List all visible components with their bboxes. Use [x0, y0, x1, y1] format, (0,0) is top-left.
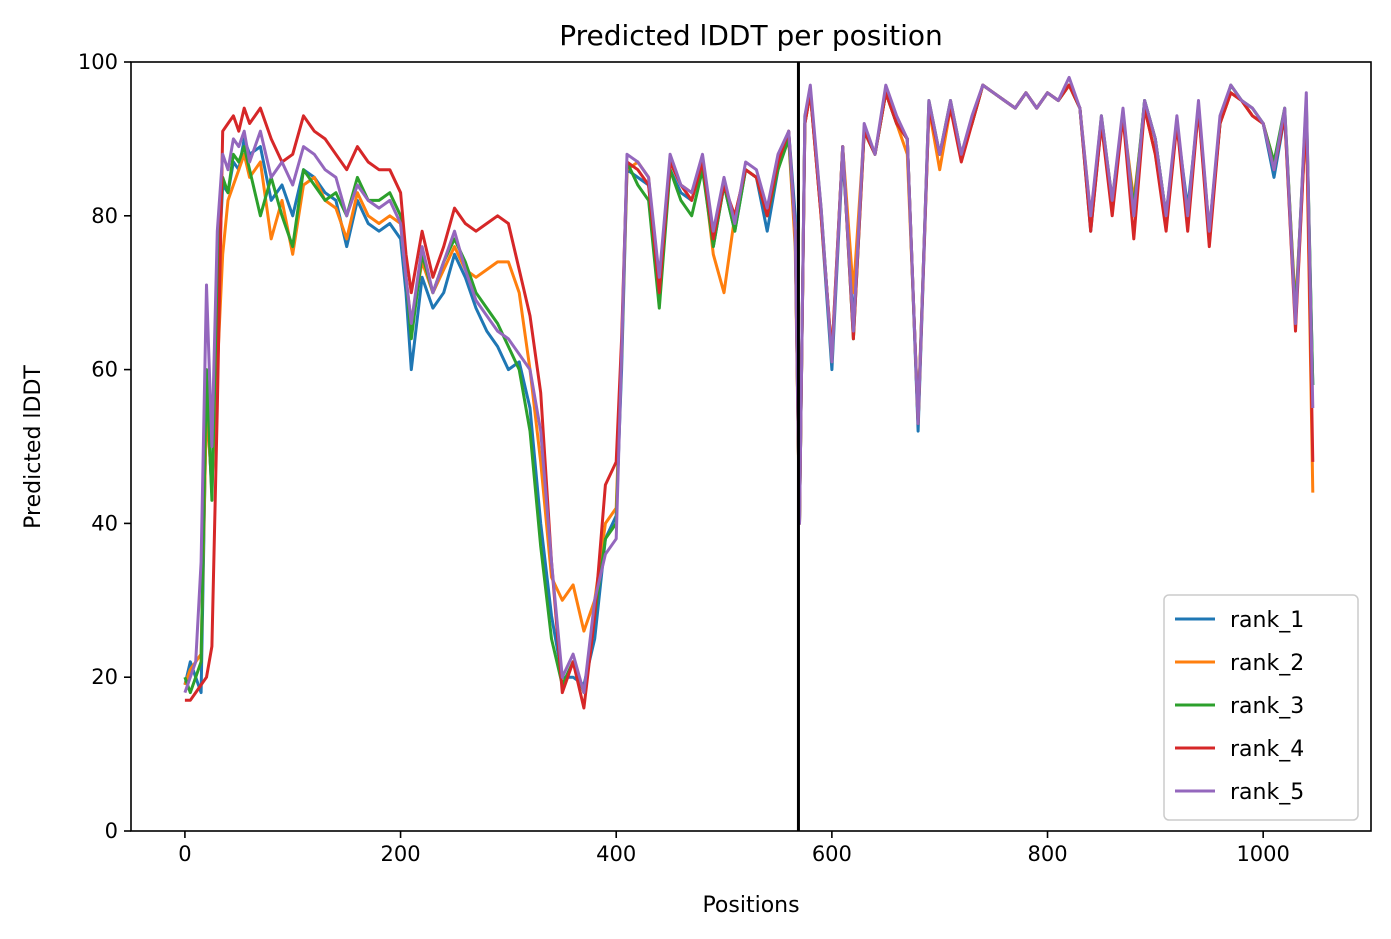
x-axis-label: Positions	[702, 893, 799, 918]
legend-label-rank_1: rank_1	[1230, 608, 1304, 633]
y-tick-label: 60	[91, 358, 118, 382]
y-tick-label: 40	[91, 511, 118, 535]
x-tick-label: 800	[1027, 842, 1067, 866]
plot-frame	[130, 61, 1372, 832]
legend-label-rank_4: rank_4	[1230, 737, 1304, 762]
y-tick-label: 20	[91, 665, 118, 689]
x-tick-label: 600	[812, 842, 852, 866]
legend-box	[1163, 594, 1359, 821]
x-tick-label: 1000	[1236, 842, 1289, 866]
y-axis-label: Predicted lDDT	[21, 365, 46, 529]
y-tick-label: 80	[91, 204, 118, 228]
series-layer	[183, 75, 1315, 710]
x-tick-label: 400	[596, 842, 636, 866]
legend-label-rank_3: rank_3	[1230, 694, 1304, 719]
plot-area	[130, 61, 1372, 832]
y-axis: 0 20 40 60 80 100	[78, 50, 131, 843]
y-tick-label: 0	[105, 819, 118, 843]
x-tick-label: 0	[178, 842, 191, 866]
legend: rank_1 rank_2 rank_3 rank_4 rank_5	[1163, 594, 1359, 821]
y-tick-label: 100	[78, 50, 118, 74]
x-tick-label: 200	[381, 842, 421, 866]
legend-label-rank_2: rank_2	[1230, 651, 1304, 676]
chart-title: Predicted lDDT per position	[559, 19, 943, 52]
series-line-rank_5	[183, 75, 1315, 695]
legend-label-rank_5: rank_5	[1230, 780, 1304, 805]
x-axis: 0 200 400 600 800 1000	[178, 831, 1290, 866]
